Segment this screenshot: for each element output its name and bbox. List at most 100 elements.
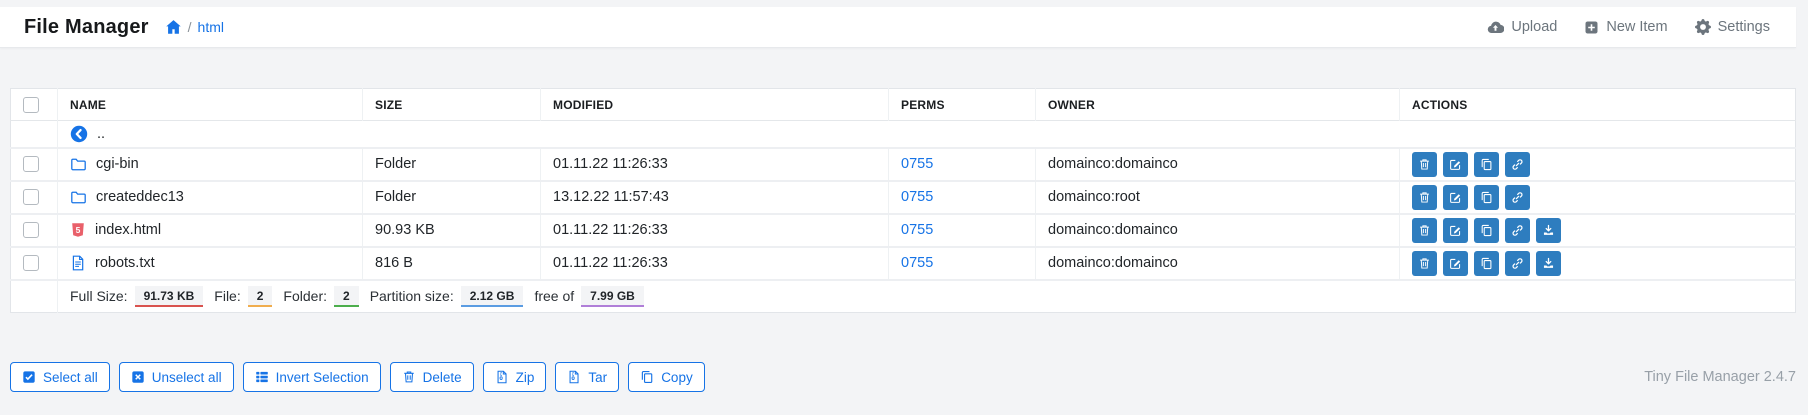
tar-button[interactable]: Tar: [555, 362, 620, 392]
file-owner: domainco:domainco: [1035, 147, 1400, 181]
select-all-checkbox[interactable]: [23, 96, 39, 113]
column-header-modified[interactable]: MODIFIED: [540, 88, 889, 121]
perms-link[interactable]: 0755: [901, 156, 934, 172]
file-owner: domainco:domainco: [1035, 213, 1400, 247]
file-name-link[interactable]: robots.txt: [95, 255, 155, 271]
file-count-value: 2: [247, 285, 273, 307]
direct-link-button[interactable]: [1505, 250, 1530, 276]
delete-selected-button[interactable]: Delete: [389, 362, 474, 392]
folder-icon: [70, 156, 87, 173]
copy-button[interactable]: [1474, 151, 1499, 177]
rename-button[interactable]: [1443, 151, 1468, 177]
page-title: File Manager: [24, 15, 149, 38]
x-square-icon: [131, 370, 145, 384]
text-file-icon: [70, 255, 86, 271]
zip-button[interactable]: Zip: [482, 362, 547, 392]
tar-file-icon: [567, 370, 581, 384]
delete-selected-label: Delete: [422, 369, 462, 385]
rename-button[interactable]: [1443, 250, 1468, 276]
folder-count-label: Folder:: [283, 288, 327, 305]
row-checkbox[interactable]: [23, 255, 39, 272]
tar-label: Tar: [588, 369, 608, 385]
partition-size-label: Partition size:: [369, 288, 454, 305]
partition-total-value: 7.99 GB: [581, 285, 644, 307]
direct-link-button[interactable]: [1505, 151, 1530, 177]
settings-label: Settings: [1717, 19, 1770, 35]
copy-button[interactable]: [1474, 250, 1499, 276]
bottom-bar: Select all Unselect all Invert Selection…: [10, 362, 1796, 392]
upload-button[interactable]: Upload: [1487, 19, 1557, 36]
file-size: 816 B: [362, 246, 541, 280]
parent-dir-link[interactable]: ..: [97, 125, 106, 142]
direct-link-button[interactable]: [1505, 184, 1530, 210]
column-header-actions: ACTIONS: [1412, 97, 1468, 112]
file-table-container: NAME SIZE MODIFIED PERMS OWNER ACTIONS .…: [10, 88, 1796, 313]
app-version: Tiny File Manager 2.4.7: [1644, 369, 1796, 385]
trash-icon: [402, 370, 416, 384]
breadcrumb-current-dir[interactable]: html: [197, 19, 224, 35]
file-owner: domainco:root: [1035, 180, 1400, 214]
copy-button[interactable]: [1474, 217, 1499, 243]
invert-selection-label: Invert Selection: [275, 369, 369, 385]
upload-icon: [1487, 19, 1505, 36]
delete-button[interactable]: [1412, 217, 1437, 243]
download-button[interactable]: [1536, 217, 1561, 243]
file-name-link[interactable]: createddec13: [96, 189, 184, 205]
direct-link-button[interactable]: [1505, 217, 1530, 243]
full-size-value: 91.73 KB: [134, 285, 204, 307]
select-all-label: Select all: [43, 369, 98, 385]
column-header-name[interactable]: NAME: [57, 88, 363, 121]
file-modified: 13.12.22 11:57:43: [540, 180, 889, 214]
new-item-icon: [1584, 20, 1599, 35]
copy-icon: [640, 370, 654, 384]
partition-free-value: 2.12 GB: [460, 285, 524, 307]
column-header-size[interactable]: SIZE: [362, 88, 541, 121]
summary-row: Full Size: 91.73 KB File: 2 Folder: 2 Pa…: [10, 279, 1796, 313]
perms-link[interactable]: 0755: [901, 189, 934, 205]
copy-selected-label: Copy: [661, 369, 693, 385]
file-size: Folder: [362, 147, 541, 181]
row-checkbox[interactable]: [23, 222, 39, 239]
select-all-button[interactable]: Select all: [10, 362, 110, 392]
copy-button[interactable]: [1474, 184, 1499, 210]
full-size-label: Full Size:: [70, 288, 128, 305]
invert-selection-button[interactable]: Invert Selection: [242, 362, 381, 392]
download-button[interactable]: [1536, 250, 1561, 276]
table-row: cgi-bin Folder 01.11.22 11:26:33 0755 do…: [10, 147, 1796, 181]
unselect-all-label: Unselect all: [151, 369, 222, 385]
settings-button[interactable]: Settings: [1694, 19, 1770, 35]
zip-label: Zip: [515, 369, 535, 385]
table-header-row: NAME SIZE MODIFIED PERMS OWNER ACTIONS: [10, 88, 1796, 121]
file-name-link[interactable]: cgi-bin: [96, 156, 139, 172]
delete-button[interactable]: [1412, 151, 1437, 177]
file-table: NAME SIZE MODIFIED PERMS OWNER ACTIONS .…: [10, 88, 1796, 313]
column-header-perms: PERMS: [888, 88, 1036, 121]
rename-button[interactable]: [1443, 217, 1468, 243]
list-icon: [255, 370, 269, 384]
delete-button[interactable]: [1412, 250, 1437, 276]
copy-selected-button[interactable]: Copy: [628, 362, 705, 392]
check-square-icon: [22, 370, 36, 384]
table-row: 5 index.html 90.93 KB 01.11.22 11:26:33 …: [10, 213, 1796, 247]
perms-link[interactable]: 0755: [901, 222, 934, 238]
file-size: 90.93 KB: [362, 213, 541, 247]
selection-toolbar: Select all Unselect all Invert Selection…: [10, 362, 705, 392]
column-header-owner: OWNER: [1035, 88, 1400, 121]
unselect-all-button[interactable]: Unselect all: [118, 362, 234, 392]
file-name-link[interactable]: index.html: [95, 222, 162, 238]
delete-button[interactable]: [1412, 184, 1437, 210]
new-item-button[interactable]: New Item: [1584, 19, 1668, 35]
home-icon[interactable]: [165, 19, 182, 36]
perms-link[interactable]: 0755: [901, 255, 934, 271]
app-header: File Manager / html Upload New Item S: [0, 7, 1796, 48]
row-checkbox[interactable]: [23, 156, 39, 173]
breadcrumb: / html: [165, 19, 224, 36]
folder-count-value: 2: [334, 285, 359, 307]
new-item-label: New Item: [1606, 19, 1668, 35]
go-back-icon[interactable]: [70, 125, 88, 143]
file-modified: 01.11.22 11:26:33: [540, 213, 889, 247]
upload-label: Upload: [1511, 19, 1558, 35]
row-checkbox[interactable]: [23, 189, 39, 206]
rename-button[interactable]: [1443, 184, 1468, 210]
file-size: Folder: [362, 180, 541, 214]
